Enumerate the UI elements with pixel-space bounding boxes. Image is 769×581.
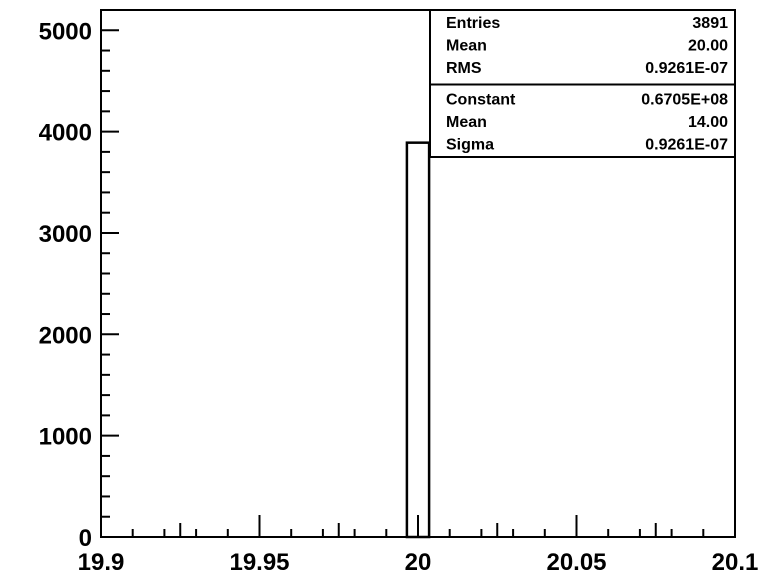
stat-label: Mean [446, 38, 487, 55]
y-tick-label: 5000 [39, 18, 92, 45]
y-tick-label: 3000 [39, 221, 92, 248]
plot-frame [100, 9, 736, 538]
stat-value: 0.9261E-07 [645, 137, 728, 154]
stat-label: Mean [446, 114, 487, 131]
stat-label: Constant [446, 92, 516, 109]
stat-value: 3891 [692, 15, 728, 32]
tick-labels: 19.9 19.95 20 20.05 20.1 0 1000 2000 3000 4000 500… [39, 18, 759, 576]
y-tick-label: 1000 [39, 424, 92, 451]
x-tick-label: 20.05 [546, 549, 606, 576]
stats-box: Entries 3891 Mean 20.00 RMS 0.9261E-07 Constan… [429, 9, 736, 158]
x-tick-label: 19.9 [78, 549, 125, 576]
y-tick-label: 0 [79, 525, 92, 552]
stat-label: Entries [446, 15, 500, 32]
x-tick-label: 19.95 [229, 549, 289, 576]
x-tick-label: 20.1 [712, 549, 759, 576]
histogram-bin [405, 141, 431, 539]
y-tick-label: 4000 [39, 120, 92, 147]
histogram-bars [405, 141, 431, 539]
stat-value: 20.00 [688, 38, 728, 55]
stat-label: Sigma [446, 137, 494, 154]
stat-value: 0.9261E-07 [645, 60, 728, 77]
x-tick-label: 20 [405, 549, 432, 576]
y-tick-label: 2000 [39, 322, 92, 349]
stat-label: RMS [446, 60, 482, 77]
stat-value: 14.00 [688, 114, 728, 131]
stat-value: 0.6705E+08 [641, 92, 728, 109]
